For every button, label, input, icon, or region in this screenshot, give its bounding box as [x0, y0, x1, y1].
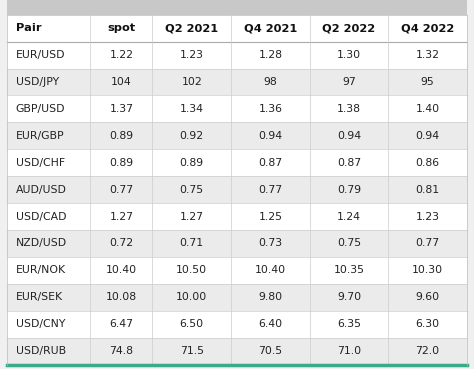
Text: 0.77: 0.77	[258, 184, 283, 195]
Text: 6.47: 6.47	[109, 319, 134, 329]
Text: 0.72: 0.72	[109, 238, 134, 248]
Text: 0.77: 0.77	[109, 184, 134, 195]
Text: Q4 2022: Q4 2022	[401, 23, 454, 33]
Text: 0.94: 0.94	[337, 131, 361, 141]
Bar	[7, 284, 467, 311]
Text: 6.40: 6.40	[258, 319, 283, 329]
Text: EUR/NOK: EUR/NOK	[16, 265, 66, 275]
Text: 71.0: 71.0	[337, 346, 361, 356]
Text: 1.34: 1.34	[180, 104, 204, 114]
Text: EUR/SEK: EUR/SEK	[16, 292, 63, 302]
Text: 6.50: 6.50	[180, 319, 204, 329]
Text: 10.35: 10.35	[334, 265, 365, 275]
Text: 0.73: 0.73	[258, 238, 283, 248]
Bar	[7, 42, 467, 69]
Text: 0.94: 0.94	[258, 131, 283, 141]
Text: USD/CHF: USD/CHF	[16, 158, 65, 168]
Bar	[7, 15, 467, 42]
Text: 6.30: 6.30	[416, 319, 440, 329]
Text: 97: 97	[342, 77, 356, 87]
Text: 1.28: 1.28	[258, 50, 283, 60]
Text: 9.70: 9.70	[337, 292, 361, 302]
Text: Pair: Pair	[16, 23, 41, 33]
Text: USD/CAD: USD/CAD	[16, 211, 66, 221]
Bar	[7, 123, 467, 149]
Text: 0.89: 0.89	[180, 158, 204, 168]
Text: GBP/USD: GBP/USD	[16, 104, 65, 114]
Text: Q2 2022: Q2 2022	[322, 23, 375, 33]
Text: 0.86: 0.86	[416, 158, 440, 168]
Text: 1.22: 1.22	[109, 50, 134, 60]
Bar	[7, 176, 467, 203]
Text: 0.71: 0.71	[180, 238, 204, 248]
Text: 0.81: 0.81	[416, 184, 440, 195]
Text: 74.8: 74.8	[109, 346, 134, 356]
Text: 104: 104	[111, 77, 132, 87]
Text: USD/CNY: USD/CNY	[16, 319, 65, 329]
Text: 1.37: 1.37	[109, 104, 134, 114]
Bar	[7, 149, 467, 176]
Text: 0.77: 0.77	[416, 238, 440, 248]
Text: 102: 102	[182, 77, 202, 87]
Text: 0.89: 0.89	[109, 158, 134, 168]
Text: EUR/GBP: EUR/GBP	[16, 131, 64, 141]
Text: 0.75: 0.75	[180, 184, 204, 195]
Text: 0.87: 0.87	[337, 158, 361, 168]
Bar	[7, 338, 467, 365]
Text: NZD/USD: NZD/USD	[16, 238, 67, 248]
Text: 1.32: 1.32	[416, 50, 439, 60]
Text: EUR/USD: EUR/USD	[16, 50, 65, 60]
Text: 1.24: 1.24	[337, 211, 361, 221]
Text: 98: 98	[264, 77, 277, 87]
Text: 10.08: 10.08	[106, 292, 137, 302]
Text: 1.23: 1.23	[416, 211, 439, 221]
Text: 0.79: 0.79	[337, 184, 361, 195]
Text: 10.50: 10.50	[176, 265, 207, 275]
Text: 70.5: 70.5	[258, 346, 283, 356]
Text: 1.40: 1.40	[416, 104, 440, 114]
Text: 0.94: 0.94	[416, 131, 440, 141]
Text: USD/JPY: USD/JPY	[16, 77, 59, 87]
Text: 72.0: 72.0	[416, 346, 440, 356]
Text: 1.30: 1.30	[337, 50, 361, 60]
Text: 9.80: 9.80	[258, 292, 283, 302]
Text: 95: 95	[421, 77, 435, 87]
Text: USD/RUB: USD/RUB	[16, 346, 66, 356]
Bar	[7, 257, 467, 284]
Text: 1.27: 1.27	[109, 211, 134, 221]
Bar	[7, 96, 467, 123]
Text: 0.75: 0.75	[337, 238, 361, 248]
Text: 9.60: 9.60	[416, 292, 440, 302]
Text: 10.00: 10.00	[176, 292, 207, 302]
Text: 1.27: 1.27	[180, 211, 204, 221]
Bar	[7, 69, 467, 96]
Text: 0.92: 0.92	[180, 131, 204, 141]
Bar	[7, 0, 467, 15]
Text: spot: spot	[108, 23, 136, 33]
Text: 71.5: 71.5	[180, 346, 204, 356]
Text: Q4 2021: Q4 2021	[244, 23, 297, 33]
Text: 1.38: 1.38	[337, 104, 361, 114]
Text: 10.40: 10.40	[106, 265, 137, 275]
Text: 6.35: 6.35	[337, 319, 361, 329]
Text: 1.36: 1.36	[258, 104, 283, 114]
Text: 10.30: 10.30	[412, 265, 443, 275]
Bar	[7, 230, 467, 257]
Bar	[7, 311, 467, 338]
Text: 1.23: 1.23	[180, 50, 204, 60]
Text: 0.89: 0.89	[109, 131, 134, 141]
Text: AUD/USD: AUD/USD	[16, 184, 66, 195]
Text: 0.87: 0.87	[258, 158, 283, 168]
Bar	[7, 203, 467, 230]
Text: Q2 2021: Q2 2021	[165, 23, 219, 33]
Text: 1.25: 1.25	[258, 211, 283, 221]
Text: 10.40: 10.40	[255, 265, 286, 275]
